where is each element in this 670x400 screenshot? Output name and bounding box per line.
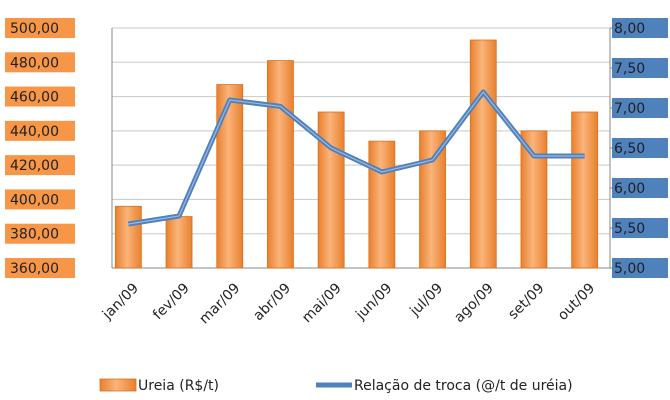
y-tick-bg (5, 52, 75, 73)
y-tick-label: 420,00 (10, 158, 59, 174)
y2-tick-label: 5,50 (614, 221, 645, 237)
legend-swatch (99, 378, 137, 392)
y-tick-bg (5, 155, 75, 176)
y-tick-label: 400,00 (10, 192, 59, 208)
x-tick-label: ago/09 (451, 280, 497, 326)
bar (571, 111, 599, 269)
y2-tick-bg (612, 218, 668, 238)
y2-tick-label: 5,00 (614, 261, 645, 277)
y2-tick-bg (612, 178, 668, 198)
y2-tick-bg (612, 58, 668, 78)
x-tick-label: fev/09 (150, 280, 193, 323)
x-tick-label: abr/09 (250, 280, 294, 324)
bar (368, 140, 396, 269)
y-tick-label: 360,00 (10, 261, 59, 277)
y2-tick-bg (612, 18, 668, 38)
x-tick-label: mai/09 (299, 280, 345, 326)
x-tick-label: out/09 (555, 280, 598, 323)
legend-label: Relação de troca (@/t de uréia) (354, 378, 573, 394)
bar (165, 216, 193, 269)
y-tick-label: 460,00 (10, 90, 59, 106)
x-tick-label: jan/09 (99, 280, 142, 323)
y-tick-bg (5, 18, 75, 38)
y2-tick-label: 7,00 (614, 101, 645, 117)
y-tick-bg (5, 86, 75, 107)
x-tick-label: jul/09 (406, 280, 446, 320)
x-tick-label: jun/09 (352, 280, 395, 323)
line-highlight (128, 91, 585, 225)
y2-tick-bg (612, 258, 668, 278)
y-tick-bg (5, 258, 75, 278)
y2-tick-label: 8,00 (614, 21, 645, 37)
y-tick-bg (5, 120, 75, 141)
y2-tick-bg (612, 138, 668, 158)
line (127, 89, 585, 227)
y-tick-label: 500,00 (10, 21, 59, 37)
y2-tick-label: 7,50 (614, 61, 645, 77)
y-tick-label: 440,00 (10, 124, 59, 140)
y-tick-bg (5, 223, 75, 244)
y-tick-bg (5, 189, 75, 210)
x-tick-label: set/09 (505, 280, 547, 322)
bar (317, 111, 345, 269)
y2-tick-bg (612, 98, 668, 118)
bar (469, 39, 497, 269)
y-tick-label: 380,00 (10, 227, 59, 243)
bar (216, 84, 244, 269)
bar (114, 205, 142, 269)
bar (267, 60, 294, 269)
y2-tick-label: 6,50 (614, 141, 645, 157)
bar (520, 130, 548, 269)
x-tick-label: mar/09 (196, 280, 243, 327)
y-tick-label: 480,00 (10, 55, 59, 71)
bar (419, 130, 446, 269)
legend-label: Ureia (R$/t) (138, 378, 219, 394)
y2-tick-label: 6,00 (614, 181, 645, 197)
